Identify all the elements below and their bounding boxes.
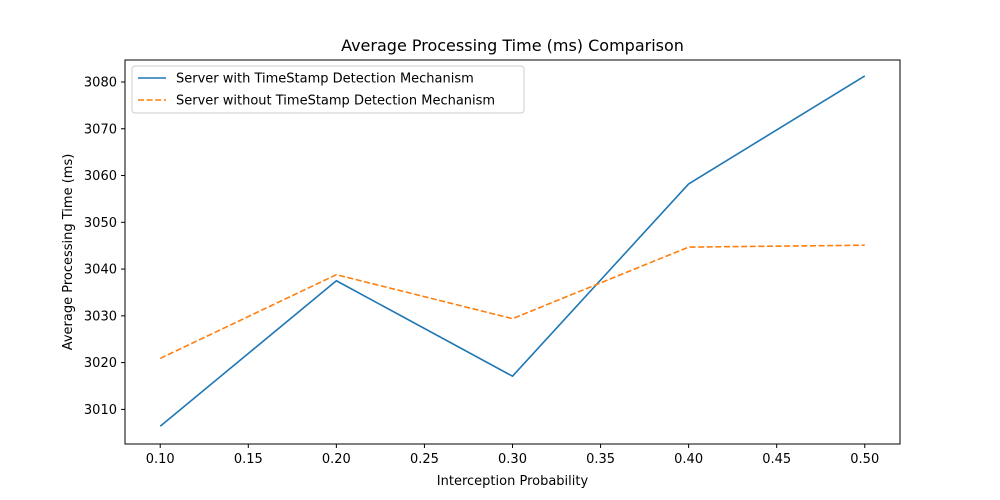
legend-box [131, 65, 525, 114]
chart-title: Average Processing Time (ms) Comparison [341, 36, 684, 55]
x-axis-label: Interception Probability [437, 474, 589, 489]
plot-background [125, 60, 900, 444]
x-tick-label: 0.30 [498, 452, 527, 467]
y-tick-label: 3030 [84, 309, 117, 324]
x-tick-label: 0.15 [234, 452, 263, 467]
series-group [159, 75, 866, 427]
x-tick-label: 0.50 [850, 452, 879, 467]
x-tick-label: 0.10 [146, 452, 175, 467]
y-tick-label: 3010 [84, 403, 117, 418]
y-tick-label: 3020 [84, 356, 117, 371]
y-tick-label: 3080 [84, 75, 117, 90]
x-tick-label: 0.45 [762, 452, 791, 467]
y-axis-label: Average Processing Time (ms) [61, 154, 76, 351]
y-tick-label: 3050 [84, 216, 117, 231]
y-tick-label: 3040 [84, 263, 117, 278]
x-tick-label: 0.20 [322, 452, 351, 467]
legend-label-2: Server without TimeStamp Detection Mecha… [176, 94, 495, 109]
y-tick-label: 3070 [84, 122, 117, 137]
legend-label-1: Server with TimeStamp Detection Mechanis… [176, 72, 474, 87]
x-tick-label: 0.40 [674, 452, 703, 467]
y-axis-ticks: 3010 3020 3030 3040 3050 3060 3070 3080 [84, 75, 125, 418]
x-tick-label: 0.25 [410, 452, 439, 467]
series-line-2 [159, 244, 865, 360]
y-tick-label: 3060 [84, 169, 117, 184]
legend: Server with TimeStamp Detection Mechanis… [131, 65, 525, 114]
series-line-1 [159, 75, 866, 427]
plot-area [125, 60, 900, 444]
x-axis-ticks: 0.10 0.15 0.20 0.25 0.30 0.35 0.40 0.45 0.50 [146, 444, 879, 467]
x-tick-label: 0.35 [586, 452, 615, 467]
